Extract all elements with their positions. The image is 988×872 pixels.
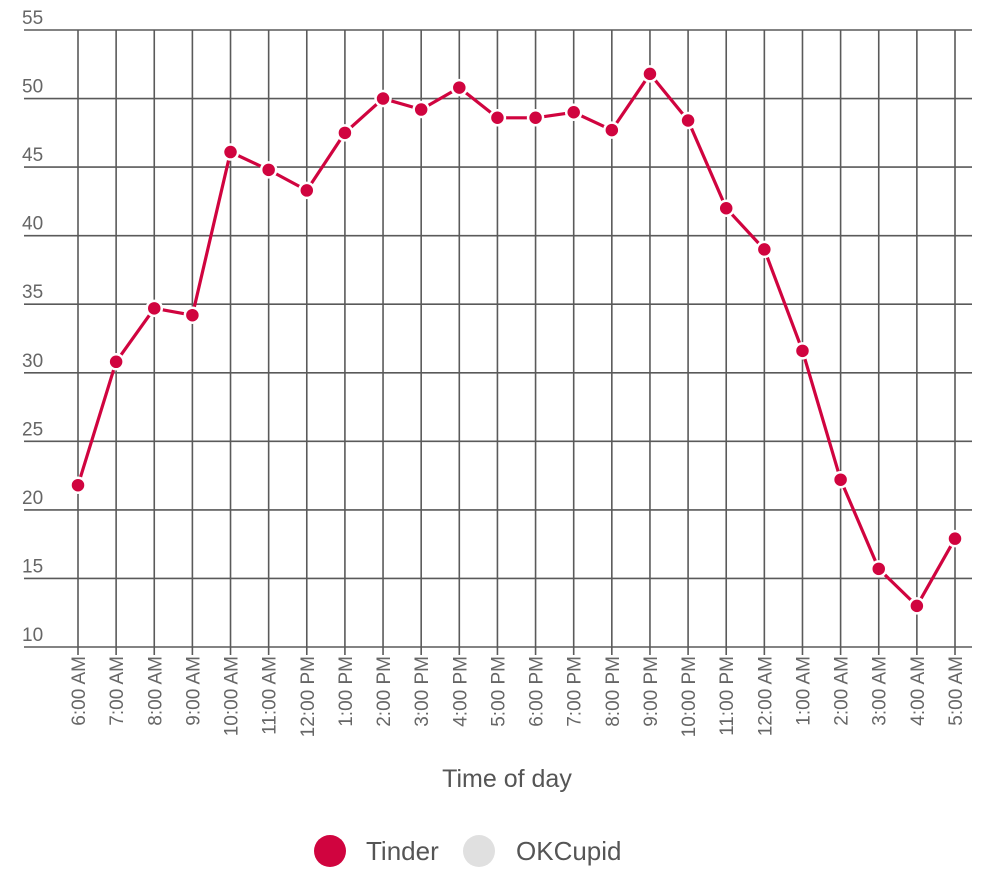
y-tick-label: 55 xyxy=(22,8,43,29)
data-point[interactable] xyxy=(908,597,926,615)
data-point[interactable] xyxy=(717,199,735,217)
x-tick-label: 4:00 AM xyxy=(908,656,929,726)
y-tick-label: 45 xyxy=(22,145,43,166)
data-point[interactable] xyxy=(450,78,469,97)
x-tick-label: 9:00 AM xyxy=(183,656,204,726)
legend-label-okcupid[interactable]: OKCupid xyxy=(516,836,622,866)
data-point[interactable] xyxy=(679,111,697,130)
data-point[interactable] xyxy=(793,342,812,360)
legend-marker-tinder[interactable] xyxy=(314,835,346,867)
data-point[interactable] xyxy=(336,124,354,142)
data-point[interactable] xyxy=(145,299,164,318)
data-point[interactable] xyxy=(488,109,507,127)
x-tick-label: 1:00 PM xyxy=(336,656,357,727)
data-point[interactable] xyxy=(107,353,125,371)
series-layer xyxy=(69,65,964,615)
x-tick-label: 1:00 AM xyxy=(793,656,814,726)
data-point[interactable] xyxy=(946,529,964,548)
x-tick-label: 3:00 AM xyxy=(870,656,891,726)
data-point[interactable] xyxy=(755,240,774,259)
y-axis-title: % xyxy=(0,320,6,342)
x-tick-label: 8:00 AM xyxy=(145,656,166,726)
data-point[interactable] xyxy=(412,100,430,119)
x-tick-label: 10:00 AM xyxy=(222,656,243,736)
x-tick-label: 11:00 AM xyxy=(260,656,281,735)
x-tick-label: 6:00 AM xyxy=(69,656,90,726)
data-point[interactable] xyxy=(298,181,316,200)
y-tick-label: 25 xyxy=(22,419,43,440)
y-tick-label: 30 xyxy=(22,351,43,372)
legend-label-tinder[interactable]: Tinder xyxy=(366,836,439,866)
x-tick-label: 2:00 PM xyxy=(374,656,395,727)
data-point[interactable] xyxy=(374,89,392,108)
y-tick-label: 15 xyxy=(22,556,43,577)
y-tick-label: 35 xyxy=(22,282,43,303)
x-tick-label: 2:00 AM xyxy=(832,656,853,726)
x-tick-label: 4:00 PM xyxy=(450,656,471,727)
x-axis-title: Time of day xyxy=(442,765,572,793)
data-point[interactable] xyxy=(183,306,202,324)
x-tick-label: 10:00 PM xyxy=(679,656,700,737)
x-tick-label: 11:00 PM xyxy=(717,656,738,736)
data-point[interactable] xyxy=(641,65,659,83)
data-point[interactable] xyxy=(221,143,240,161)
data-point[interactable] xyxy=(259,161,278,179)
x-tick-label: 12:00 AM xyxy=(755,656,776,736)
data-point[interactable] xyxy=(69,476,87,494)
data-point[interactable] xyxy=(526,109,545,127)
x-tick-label: 7:00 AM xyxy=(107,656,128,726)
x-tick-label: 3:00 PM xyxy=(412,656,433,727)
y-tick-label: 10 xyxy=(22,625,43,646)
y-tick-label: 50 xyxy=(22,77,43,98)
y-tick-label: 40 xyxy=(22,214,43,235)
x-tick-label: 7:00 PM xyxy=(565,656,586,727)
data-point[interactable] xyxy=(603,121,621,139)
x-tick-label: 5:00 AM xyxy=(946,656,967,726)
x-axis-ticks: 6:00 AM 7:00 AM 8:00 AM 9:00 AM 10:00 AM 11:0… xyxy=(69,656,967,737)
series-line-tinder xyxy=(76,72,957,608)
legend: Tinder OKCupid xyxy=(314,835,622,867)
x-tick-label: 8:00 PM xyxy=(603,656,624,727)
data-point[interactable] xyxy=(869,560,888,578)
data-point[interactable] xyxy=(564,103,583,122)
x-tick-label: 6:00 PM xyxy=(527,656,548,727)
x-tick-label: 12:00 PM xyxy=(298,656,319,737)
y-tick-label: 20 xyxy=(22,488,43,509)
x-tick-label: 5:00 PM xyxy=(488,656,509,727)
x-tick-label: 9:00 PM xyxy=(641,656,662,727)
legend-marker-okcupid[interactable] xyxy=(463,835,495,867)
data-point[interactable] xyxy=(831,470,850,489)
grid xyxy=(24,29,972,655)
y-axis-ticks: 10 15 20 25 30 35 40 45 50 55 xyxy=(22,8,43,646)
